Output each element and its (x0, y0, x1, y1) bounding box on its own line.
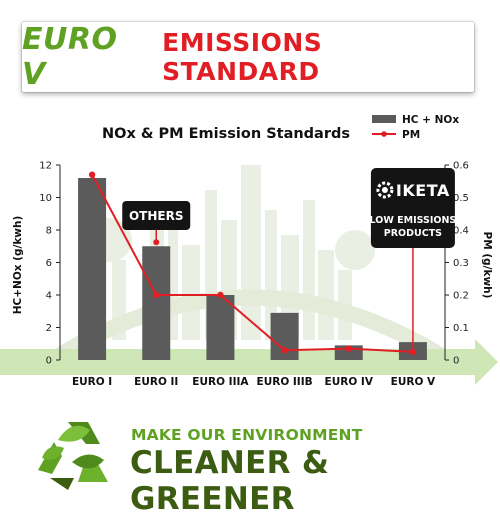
footer-headline: CLEANER & GREENER (130, 445, 330, 517)
footer-tagline: MAKE OUR ENVIRONMENT (131, 426, 363, 444)
y-tick-label-right: 0.4 (453, 226, 469, 237)
y-tick-label-left: 4 (46, 291, 52, 302)
legend-label-hc-nox: HC + NOx (402, 114, 459, 126)
y-tick-label-left: 2 (46, 323, 52, 334)
y-tick-label-left: 12 (39, 161, 52, 172)
y-tick-label-left: 10 (39, 193, 52, 204)
point-pm (153, 291, 160, 299)
title-banner: EURO V EMISSIONS STANDARD (22, 22, 474, 92)
bar-hc-nox (206, 295, 235, 360)
line-pm (91, 174, 413, 353)
iketa-gear-logo-icon (376, 181, 394, 199)
banner-euro-text: EURO V (22, 22, 118, 92)
recycle-leaves-icon (38, 422, 108, 490)
annotation-iketa-label: PRODUCTS (384, 228, 442, 239)
emissions-chart: NOx & PM Emission Standards HC + NOx PM … (0, 114, 498, 388)
y-tick-label-right: 0 (453, 356, 459, 367)
y-tick-label-left: 8 (46, 226, 52, 237)
x-tick-label: EURO II (134, 376, 178, 388)
x-tick-label: EURO I (72, 376, 112, 388)
legend-label-pm: PM (402, 129, 420, 141)
y-axis-left-title: HC+NOx (g/kwh) (12, 216, 24, 315)
x-tick-label: EURO IIIB (257, 376, 313, 388)
iketa-gear-center (381, 187, 388, 193)
bar-hc-nox (78, 178, 107, 360)
annotation-others-marker (153, 239, 160, 246)
y-tick-label-left: 0 (46, 356, 52, 367)
y-tick-label-right: 0.2 (453, 291, 469, 302)
y-tick-label-right: 0.1 (453, 323, 469, 334)
y-tick-label-right: 0.5 (453, 193, 469, 204)
legend-swatch-hc-nox (372, 115, 396, 123)
annotation-layer: OTHERS IKETA LOW EMISSIONS PRODUCTS (122, 168, 456, 352)
legend-marker-pm (381, 131, 387, 137)
y-axis-right-title: PM (g/kwh) (481, 232, 493, 299)
footer: MAKE OUR ENVIRONMENT CLEANER & GREENER (0, 408, 500, 517)
x-tick-label: EURO V (391, 376, 436, 388)
point-pm (281, 347, 288, 354)
point-pm (88, 171, 96, 178)
annotation-iketa-logo-text: IKETA (396, 181, 450, 200)
point-pm (217, 291, 224, 299)
annotation-others-box (122, 201, 191, 230)
bar-hc-nox (142, 246, 171, 360)
y-tick-label-left: 6 (46, 258, 52, 269)
ground-arc-background (55, 289, 445, 362)
y-tick-label-right: 0.3 (453, 258, 469, 269)
chart-title: NOx & PM Emission Standards (102, 126, 350, 142)
chart-legend: HC + NOx PM (372, 114, 459, 141)
point-pm (345, 345, 352, 352)
x-tick-label: EURO IIIA (192, 376, 249, 388)
y-tick-label-right: 0.6 (453, 161, 469, 172)
x-tick-label: EURO IV (325, 376, 374, 388)
annotation-others-label: OTHERS (129, 209, 184, 223)
annotation-iketa-label: LOW EMISSIONS (370, 215, 457, 226)
banner-title-text: EMISSIONS STANDARD (162, 28, 323, 86)
